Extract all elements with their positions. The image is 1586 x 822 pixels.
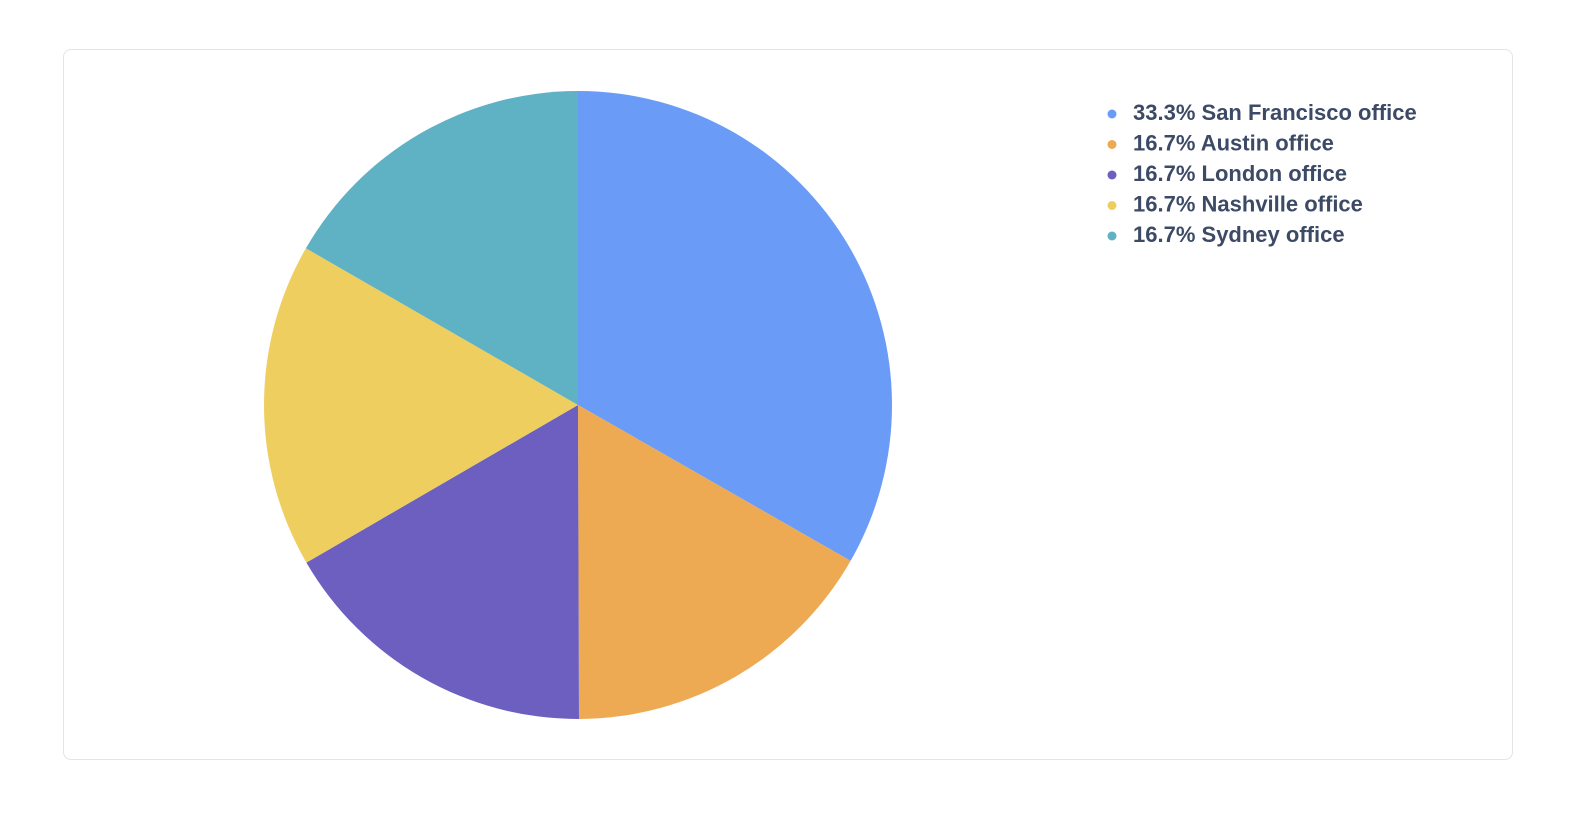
legend-value: 16.7% [1133, 191, 1195, 216]
pie-slice [578, 91, 892, 561]
legend-label: 33.3% San Francisco office [1133, 100, 1417, 125]
pie-slice [306, 405, 579, 719]
legend-label: 16.7% Sydney office [1133, 222, 1345, 247]
chart-card [63, 49, 1513, 760]
legend-name: Sydney office [1202, 222, 1345, 247]
legend-marker [1107, 109, 1117, 119]
legend-label: 16.7% Nashville office [1133, 191, 1363, 216]
pie-slice [305, 91, 578, 405]
legend-name: Nashville office [1202, 191, 1363, 216]
legend-marker [1107, 170, 1117, 180]
legend-name: Austin office [1201, 130, 1334, 155]
legend-value: 16.7% [1133, 161, 1195, 186]
legend-label: 16.7% London office [1133, 161, 1347, 186]
legend-marker [1107, 201, 1117, 210]
legend-value: 16.7% [1133, 130, 1195, 155]
legend-name: San Francisco office [1202, 100, 1417, 125]
legend-marker [1107, 140, 1117, 149]
legend-label: 16.7% Austin office [1133, 130, 1334, 155]
pie-slice [578, 405, 851, 719]
legend-value: 33.3% [1133, 100, 1195, 125]
legend-value: 16.7% [1133, 222, 1195, 247]
pie-slice [263, 248, 578, 563]
legend-marker [1107, 231, 1117, 241]
legend-name: London office [1202, 161, 1347, 186]
